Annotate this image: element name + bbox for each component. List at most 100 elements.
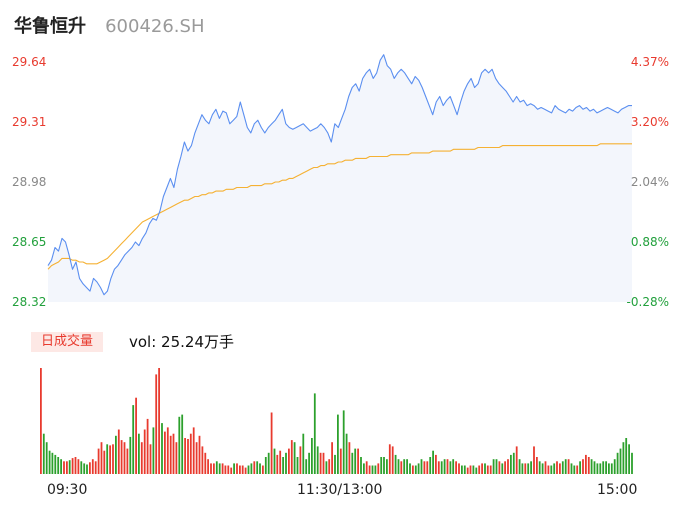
- volume-bar: [544, 461, 547, 474]
- volume-bar: [89, 462, 91, 474]
- volume-bar: [628, 444, 630, 474]
- time-tick-label: 15:00: [597, 482, 638, 498]
- percent-tick-label: 4.37%: [630, 55, 669, 69]
- volume-bar: [518, 459, 521, 474]
- volume-bar: [146, 418, 149, 474]
- volume-bar: [276, 454, 279, 474]
- volume-bar: [360, 457, 362, 474]
- volume-bar: [155, 374, 158, 474]
- volume-bar: [394, 454, 397, 474]
- volume-bar: [484, 463, 486, 474]
- volume-bar: [337, 414, 339, 474]
- volume-bar: [299, 446, 302, 474]
- volume-bar: [417, 463, 420, 474]
- volume-bar: [437, 461, 440, 474]
- volume-bar: [66, 461, 68, 474]
- volume-bar: [169, 435, 172, 474]
- volume-bar: [221, 463, 224, 474]
- volume-bar: [166, 427, 169, 474]
- volume-bar: [48, 450, 51, 474]
- volume-bar: [224, 465, 227, 474]
- volume-bar: [515, 446, 518, 474]
- volume-bar: [103, 450, 106, 474]
- volume-bar: [331, 442, 333, 474]
- volume-bar: [501, 463, 504, 474]
- volume-bar: [538, 461, 541, 474]
- volume-bar: [328, 459, 331, 474]
- volume-bar: [561, 461, 564, 474]
- volume-bar: [164, 431, 166, 474]
- volume-bar: [316, 446, 319, 474]
- volume-bar: [547, 465, 550, 474]
- volume-bar: [498, 461, 501, 474]
- volume-bar: [582, 459, 584, 474]
- volume-bar: [527, 463, 530, 474]
- volume-bar: [596, 463, 599, 474]
- volume-bar: [472, 465, 475, 474]
- volume-bar: [282, 457, 284, 474]
- volume-bar: [51, 452, 54, 474]
- volume-bar: [334, 454, 336, 474]
- volume-bar: [429, 457, 432, 474]
- price-tick-label: 28.98: [12, 175, 47, 189]
- volume-bar: [536, 457, 538, 474]
- volume-bar: [469, 465, 472, 474]
- volume-bar: [135, 397, 137, 474]
- volume-bar: [406, 459, 408, 474]
- volume-bar: [42, 433, 45, 474]
- volume-bar: [239, 465, 241, 474]
- volume-bar: [619, 448, 622, 474]
- volume-bar: [256, 461, 259, 474]
- volume-bar: [207, 459, 209, 474]
- volume-bar: [54, 454, 57, 474]
- volume-bar: [215, 461, 218, 474]
- volume-bar: [83, 463, 86, 474]
- volume-bar: [351, 452, 354, 474]
- price-tick-label: 28.32: [12, 295, 47, 309]
- volume-bar: [218, 463, 221, 474]
- volume-bar: [455, 461, 457, 474]
- volume-bar: [388, 444, 391, 474]
- volume-bar: [279, 450, 282, 474]
- volume-bar: [616, 452, 619, 474]
- volume-bar: [486, 465, 489, 474]
- volume-bar: [363, 463, 365, 474]
- volume-bar: [452, 459, 455, 474]
- volume-bar: [117, 429, 120, 474]
- volume-bar: [189, 433, 192, 474]
- volume-bar: [140, 442, 143, 474]
- volume-bar: [227, 465, 230, 474]
- volume-bar: [106, 444, 109, 474]
- volume-bar: [109, 445, 111, 474]
- percent-tick-label: 0.88%: [630, 235, 669, 249]
- volume-bar: [478, 465, 481, 474]
- volume-bar: [305, 459, 308, 474]
- volume-bar: [339, 448, 342, 474]
- volume-bar: [152, 427, 155, 474]
- volume-bar: [377, 463, 380, 474]
- volume-bar: [492, 459, 495, 474]
- volume-bar: [325, 461, 328, 474]
- volume-bar: [380, 457, 383, 474]
- volume-bar: [507, 459, 509, 474]
- volume-bar: [100, 442, 103, 474]
- volume-bar: [550, 465, 553, 474]
- volume-bar: [236, 463, 238, 474]
- volume-bar: [553, 463, 556, 474]
- volume-bar: [57, 457, 60, 474]
- volume-bar: [198, 435, 201, 474]
- volume-bar: [210, 463, 212, 474]
- volume-bar: [461, 465, 463, 474]
- volume-bar: [495, 459, 498, 474]
- volume-bar: [446, 459, 449, 474]
- volume-bar: [296, 457, 299, 474]
- volume-bar: [123, 442, 126, 474]
- volume-bar: [143, 429, 146, 474]
- volume-bar: [201, 446, 204, 474]
- volume-bar: [374, 465, 377, 474]
- volume-bar: [112, 444, 114, 474]
- time-tick-label: 09:30: [47, 482, 88, 498]
- price-tick-label: 29.31: [12, 115, 47, 129]
- volume-bar: [400, 461, 403, 474]
